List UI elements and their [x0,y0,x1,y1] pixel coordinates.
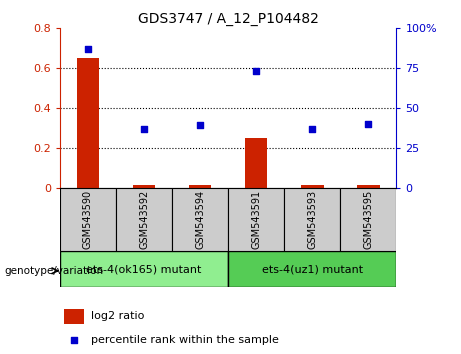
Text: GSM543595: GSM543595 [363,190,373,249]
Bar [60,251,228,287]
Bar [172,188,228,251]
Text: ets-4(uz1) mutant: ets-4(uz1) mutant [262,264,363,274]
Bar [340,188,396,251]
Text: GSM543594: GSM543594 [195,190,205,249]
Bar [284,188,340,251]
Text: GSM543591: GSM543591 [251,190,261,249]
Point [84,46,92,52]
Bar [189,185,211,188]
Point [365,121,372,127]
Bar [133,185,155,188]
Bar [301,185,324,188]
Point [196,123,204,129]
Bar [64,309,84,324]
Bar [245,138,267,188]
Text: GSM543590: GSM543590 [83,190,93,249]
Text: GSM543593: GSM543593 [307,190,317,249]
Bar [116,188,172,251]
Text: ets-4(ok165) mutant: ets-4(ok165) mutant [86,264,202,274]
Text: log2 ratio: log2 ratio [91,312,145,321]
Bar [357,185,379,188]
Text: percentile rank within the sample: percentile rank within the sample [91,335,279,346]
Bar [228,251,396,287]
Point [140,126,148,132]
Bar [77,58,99,188]
Text: GSM543592: GSM543592 [139,190,149,249]
Bar [60,188,116,251]
Point [309,126,316,132]
Title: GDS3747 / A_12_P104482: GDS3747 / A_12_P104482 [138,12,319,26]
Point [253,69,260,74]
Point [70,337,77,343]
Bar [228,188,284,251]
Text: genotype/variation: genotype/variation [5,266,104,276]
